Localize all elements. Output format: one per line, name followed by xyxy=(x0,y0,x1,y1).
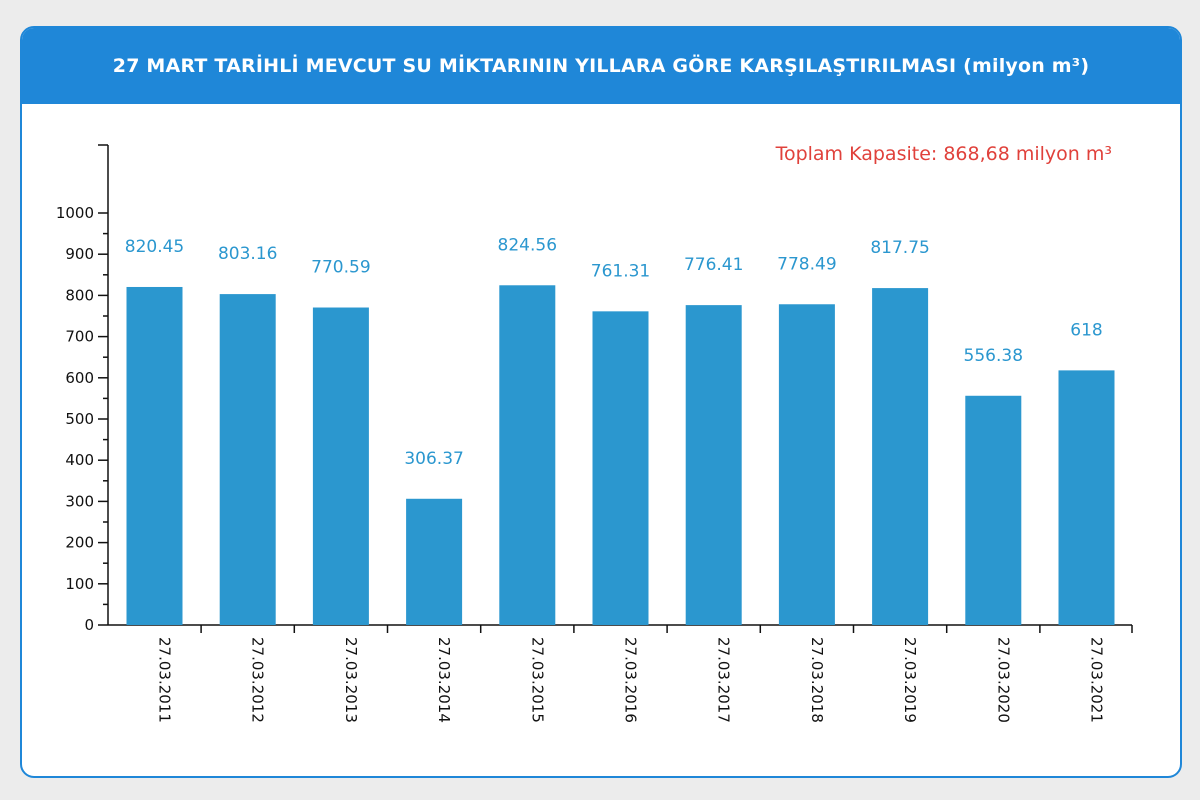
x-tick-label: 27.03.2012 xyxy=(249,637,267,723)
bar xyxy=(1058,370,1115,625)
y-tick-label: 400 xyxy=(65,451,94,469)
bar xyxy=(778,304,835,625)
x-tick-label: 27.03.2013 xyxy=(342,637,360,723)
x-tick-label: 27.03.2020 xyxy=(994,637,1012,723)
y-tick-label: 0 xyxy=(84,616,94,634)
data-label: 306.37 xyxy=(404,449,463,469)
bar xyxy=(219,294,276,625)
x-tick-label: 27.03.2018 xyxy=(808,637,826,723)
data-label: 803.16 xyxy=(218,244,277,264)
bar xyxy=(499,285,556,625)
data-label: 817.75 xyxy=(870,238,929,258)
x-tick-label: 27.03.2017 xyxy=(715,637,733,723)
y-tick-label: 500 xyxy=(65,410,94,428)
data-label: 618 xyxy=(1070,320,1102,340)
x-tick-label: 27.03.2019 xyxy=(901,637,919,723)
data-label: 770.59 xyxy=(311,258,370,278)
data-label: 761.31 xyxy=(591,261,650,281)
data-label: 820.45 xyxy=(125,237,184,257)
data-label: 556.38 xyxy=(964,346,1023,366)
y-tick-label: 100 xyxy=(65,575,94,593)
x-tick-label: 27.03.2011 xyxy=(156,637,174,723)
bar xyxy=(872,288,929,625)
bar xyxy=(126,286,183,625)
bar xyxy=(965,395,1022,625)
x-tick-label: 27.03.2015 xyxy=(528,637,546,723)
y-tick-label: 800 xyxy=(65,286,94,304)
x-tick-label: 27.03.2021 xyxy=(1088,637,1106,723)
y-tick-label: 900 xyxy=(65,245,94,263)
data-label: 824.56 xyxy=(498,235,557,255)
x-tick-label: 27.03.2016 xyxy=(622,637,640,723)
bar xyxy=(592,311,649,625)
y-tick-label: 300 xyxy=(65,492,94,510)
y-tick-label: 600 xyxy=(65,369,94,387)
chart-title: 27 MART TARİHLİ MEVCUT SU MİKTARININ YIL… xyxy=(112,55,1090,77)
total-capacity-annotation: Toplam Kapasite: 868,68 milyon m³ xyxy=(775,143,1112,165)
data-label: 778.49 xyxy=(777,254,836,274)
y-tick-label: 200 xyxy=(65,534,94,552)
bar xyxy=(406,498,463,625)
bar xyxy=(685,305,742,625)
chart-header: 27 MART TARİHLİ MEVCUT SU MİKTARININ YIL… xyxy=(22,28,1180,104)
x-tick-label: 27.03.2014 xyxy=(435,637,453,723)
y-tick-label: 700 xyxy=(65,328,94,346)
data-label: 776.41 xyxy=(684,255,743,275)
bar xyxy=(312,307,369,625)
y-tick-label: 1000 xyxy=(56,204,94,222)
